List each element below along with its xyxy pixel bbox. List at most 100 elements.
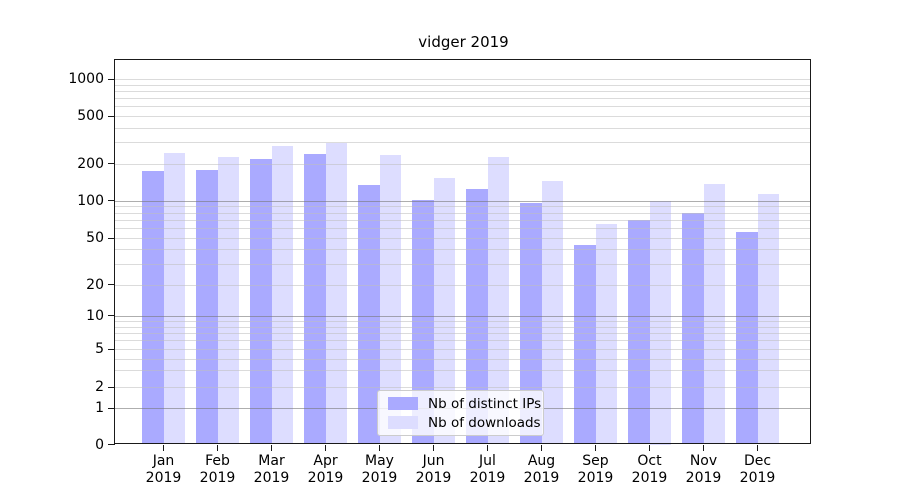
- gridline-5: [115, 349, 811, 351]
- y-tick-50: [108, 237, 115, 239]
- bar-downloads-aug: [541, 181, 563, 445]
- bar-distinct-ips-jun: [412, 199, 434, 445]
- x-tick-label-jun: Jun 2019: [406, 453, 462, 487]
- month-label: Jun: [422, 452, 445, 469]
- legend-swatch-distinct-ips: [388, 397, 418, 410]
- y-tick-20: [108, 284, 115, 286]
- gridline-700: [115, 98, 811, 100]
- gridline-70: [115, 219, 811, 221]
- month-label: Oct: [637, 452, 662, 469]
- y-tick-10: [108, 315, 115, 317]
- x-tick-oct: [649, 444, 651, 451]
- year-label: 2019: [361, 469, 398, 486]
- gridline-800: [115, 90, 811, 92]
- y-tick-label-10: 10: [86, 307, 104, 324]
- bar-distinct-ips-jan: [142, 170, 164, 445]
- gridline-80: [115, 212, 811, 214]
- bar-distinct-ips-mar: [250, 159, 272, 445]
- legend: Nb of distinct IPs Nb of downloads: [377, 390, 544, 436]
- bar-distinct-ips-aug: [520, 203, 542, 445]
- gridline-8: [115, 326, 811, 328]
- year-label: 2019: [739, 469, 776, 486]
- year-label: 2019: [145, 469, 182, 486]
- year-label: 2019: [469, 469, 506, 486]
- month-label: Sep: [582, 452, 609, 469]
- month-label: Jan: [152, 452, 175, 469]
- x-tick-label-may: May 2019: [352, 453, 408, 487]
- year-label: 2019: [631, 469, 668, 486]
- bar-distinct-ips-jul: [466, 189, 488, 445]
- gridline-200: [115, 163, 811, 165]
- year-label: 2019: [307, 469, 344, 486]
- bar-downloads-oct: [649, 200, 671, 445]
- month-label: Feb: [205, 452, 230, 469]
- x-tick-mar: [271, 444, 273, 451]
- y-tick-0: [108, 444, 115, 446]
- year-label: 2019: [577, 469, 614, 486]
- gridline-400: [115, 127, 811, 129]
- x-tick-jan: [163, 444, 165, 451]
- x-tick-feb: [217, 444, 219, 451]
- legend-item-distinct-ips: Nb of distinct IPs: [384, 395, 541, 412]
- y-tick-label-2: 2: [95, 379, 104, 396]
- month-label: Mar: [258, 452, 285, 469]
- x-tick-label-feb: Feb 2019: [190, 453, 246, 487]
- bar-downloads-jun: [433, 178, 455, 445]
- gridline-1000: [115, 79, 811, 80]
- bar-distinct-ips-feb: [196, 169, 218, 445]
- bar-downloads-mar: [271, 145, 293, 445]
- x-tick-label-mar: Mar 2019: [244, 453, 300, 487]
- legend-item-downloads: Nb of downloads: [384, 414, 541, 431]
- gridline-20: [115, 284, 811, 286]
- x-tick-apr: [325, 444, 327, 451]
- bar-downloads-nov: [703, 184, 725, 445]
- x-tick-label-jan: Jan 2019: [136, 453, 192, 487]
- gridline-3: [115, 370, 811, 372]
- y-tick-label-1: 1: [95, 400, 104, 416]
- y-tick-label-200: 200: [77, 155, 104, 172]
- x-tick-label-apr: Apr 2019: [298, 453, 354, 487]
- x-tick-aug: [541, 444, 543, 451]
- bar-downloads-apr: [325, 142, 347, 445]
- x-tick-sep: [595, 444, 597, 451]
- x-tick-label-sep: Sep 2019: [568, 453, 624, 487]
- gridline-6: [115, 340, 811, 342]
- x-tick-label-oct: Oct 2019: [622, 453, 678, 487]
- x-tick-may: [379, 444, 381, 451]
- y-tick-200: [108, 163, 115, 165]
- x-tick-jul: [487, 444, 489, 451]
- x-tick-dec: [757, 444, 759, 451]
- y-tick-2: [108, 386, 115, 388]
- month-label: Apr: [313, 452, 338, 469]
- gridline-30: [115, 264, 811, 266]
- gridline-4: [115, 358, 811, 360]
- gridline-500: [115, 116, 811, 117]
- y-tick-5: [108, 348, 115, 350]
- gridline-9: [115, 320, 811, 322]
- bar-downloads-dec: [757, 193, 779, 445]
- gridline-90: [115, 206, 811, 208]
- y-tick-label-50: 50: [86, 230, 104, 246]
- y-tick-1000: [108, 78, 115, 80]
- gridline-40: [115, 249, 811, 251]
- year-label: 2019: [253, 469, 290, 486]
- bar-distinct-ips-sep: [574, 244, 596, 445]
- bar-downloads-sep: [595, 223, 617, 445]
- year-label: 2019: [523, 469, 560, 486]
- month-label: Nov: [689, 452, 718, 469]
- y-tick-100: [108, 200, 115, 202]
- bar-downloads-jan: [163, 153, 185, 445]
- x-tick-label-nov: Nov 2019: [676, 453, 732, 487]
- month-label: Dec: [743, 452, 772, 469]
- gridline-600: [115, 106, 811, 108]
- year-label: 2019: [415, 469, 452, 486]
- x-tick-label-jul: Jul 2019: [460, 453, 516, 487]
- gridline-300: [115, 142, 811, 144]
- legend-swatch-downloads: [388, 416, 418, 429]
- year-label: 2019: [199, 469, 236, 486]
- month-label: Aug: [527, 452, 556, 469]
- y-tick-label-20: 20: [86, 276, 104, 293]
- gridline-7: [115, 332, 811, 334]
- gridline-2: [115, 387, 811, 389]
